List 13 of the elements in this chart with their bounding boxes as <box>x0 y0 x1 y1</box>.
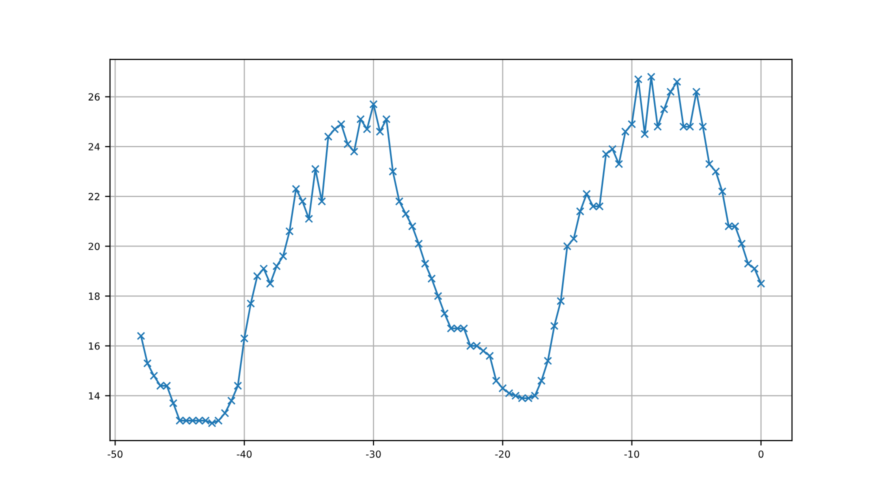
x-tick-label: -50 <box>108 450 122 458</box>
y-tick-label: 26 <box>88 93 100 101</box>
y-tick-label: 14 <box>88 392 100 400</box>
y-tick-label: 16 <box>88 342 100 350</box>
y-tick-label: 18 <box>88 292 100 300</box>
y-tick-label: 22 <box>88 192 100 200</box>
x-tick-label: -10 <box>624 450 640 458</box>
y-tick-label: 20 <box>88 242 100 250</box>
x-tick-label: -40 <box>236 450 252 458</box>
x-tick-label: -30 <box>366 450 381 458</box>
x-tick-label: -20 <box>495 450 510 458</box>
x-tick-label: 0 <box>758 450 764 458</box>
y-tick-label: 24 <box>88 143 100 150</box>
